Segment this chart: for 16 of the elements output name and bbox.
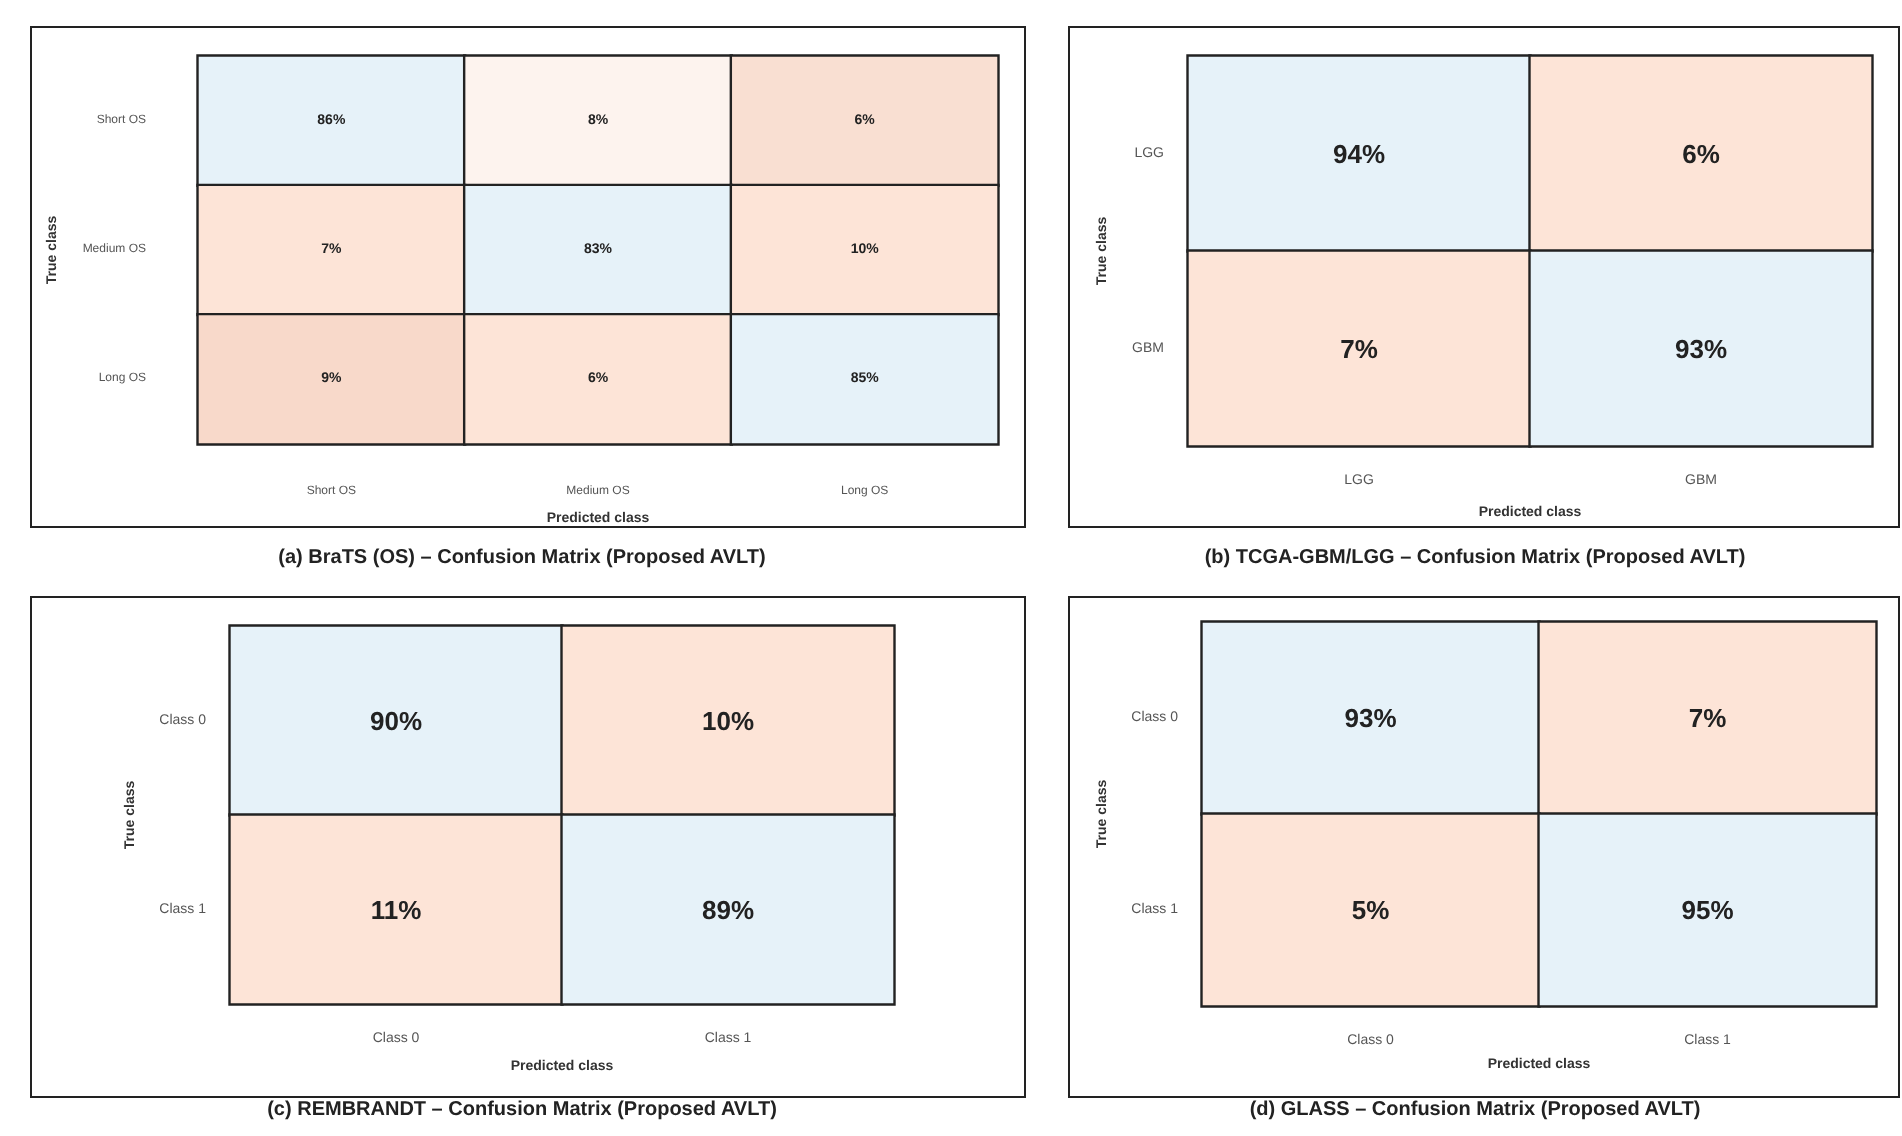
data-label: 10%: [701, 705, 755, 736]
data-label: 94%: [1332, 138, 1386, 169]
text: (c) REMBRANDT – Confusion Matrix (Proposed AVLT): [267, 1099, 777, 1121]
data-label: 6%: [1682, 138, 1721, 169]
text: (d) GLASS – Confusion Matrix (Proposed AVLT): [1249, 1099, 1701, 1121]
data-label: 11%: [370, 894, 423, 925]
data-label: 93%: [1674, 333, 1728, 364]
data-label: 90%: [369, 705, 423, 736]
data-label: 95%: [1681, 895, 1735, 925]
text: (b) TCGA-GBM/LGG – Confusion Matrix (Proposed AVLT): [1204, 547, 1746, 569]
data-label: 7%: [1688, 703, 1728, 733]
data-label: 5%: [1351, 895, 1391, 925]
text: (a) BraTS (OS) – Confusion Matrix (Proposed AVLT): [278, 547, 766, 569]
data-label: 7%: [1340, 333, 1379, 364]
data-label: 93%: [1344, 703, 1398, 733]
data-label: 89%: [701, 894, 755, 925]
